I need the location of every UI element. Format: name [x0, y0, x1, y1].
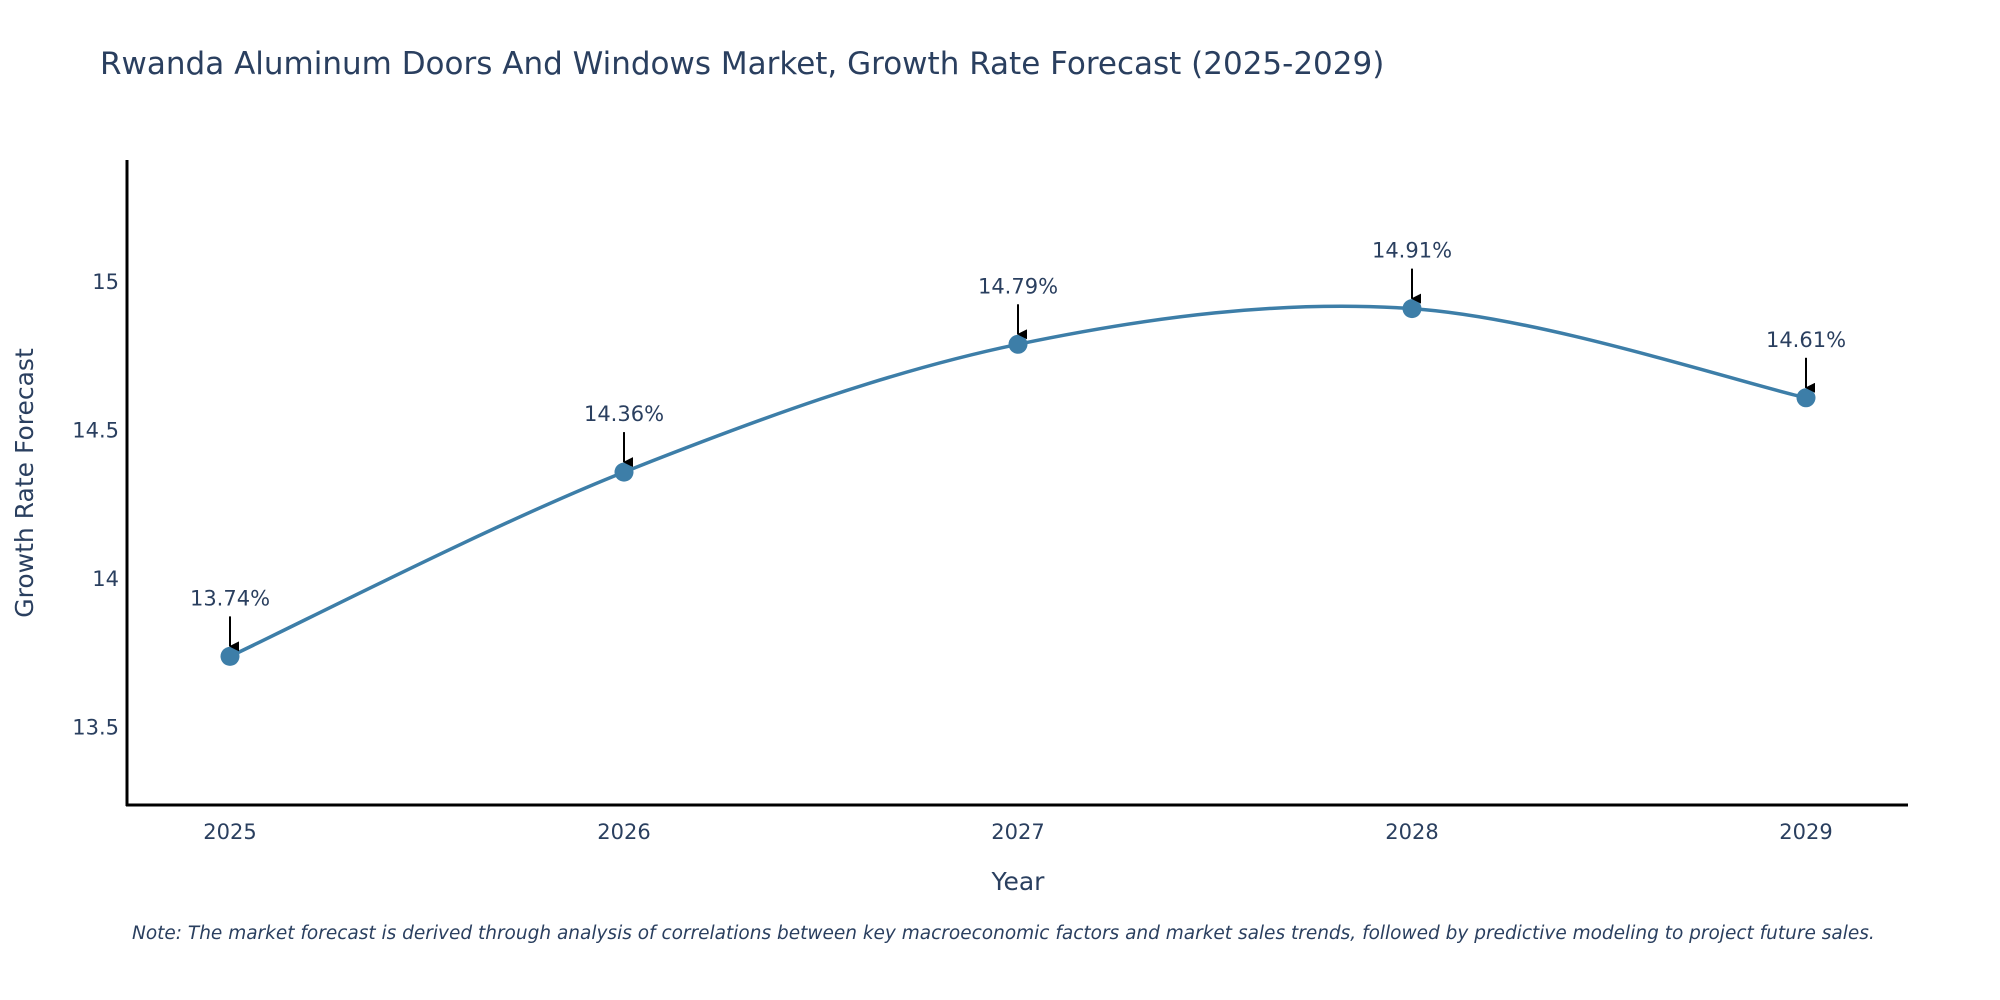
- y-tick-label: 14: [92, 567, 119, 591]
- data-label: 14.61%: [1766, 328, 1846, 352]
- x-tick-label: 2025: [203, 820, 256, 844]
- x-tick-label: 2026: [597, 820, 650, 844]
- data-point: [1796, 388, 1816, 408]
- chart-note: Note: The market forecast is derived thr…: [132, 923, 1875, 944]
- y-tick-label: 15: [92, 270, 119, 294]
- y-tick-label: 14.5: [72, 418, 119, 442]
- data-point: [1402, 299, 1422, 319]
- data-point: [614, 462, 634, 482]
- x-tick-label: 2028: [1385, 820, 1438, 844]
- data-label: 14.91%: [1372, 239, 1452, 263]
- data-point: [220, 646, 240, 666]
- y-axis-title: Growth Rate Forecast: [10, 348, 39, 618]
- x-tick-label: 2029: [1779, 820, 1832, 844]
- data-label: 14.79%: [978, 274, 1058, 298]
- x-axis-title: Year: [991, 867, 1046, 896]
- data-label: 13.74%: [190, 586, 270, 610]
- series-line: [229, 304, 1807, 658]
- chart-title: Rwanda Aluminum Doors And Windows Market…: [100, 46, 1385, 82]
- x-tick-label: 2027: [991, 820, 1044, 844]
- y-tick-label: 13.5: [72, 716, 119, 740]
- data-label: 14.36%: [584, 402, 664, 426]
- data-point: [1008, 334, 1028, 354]
